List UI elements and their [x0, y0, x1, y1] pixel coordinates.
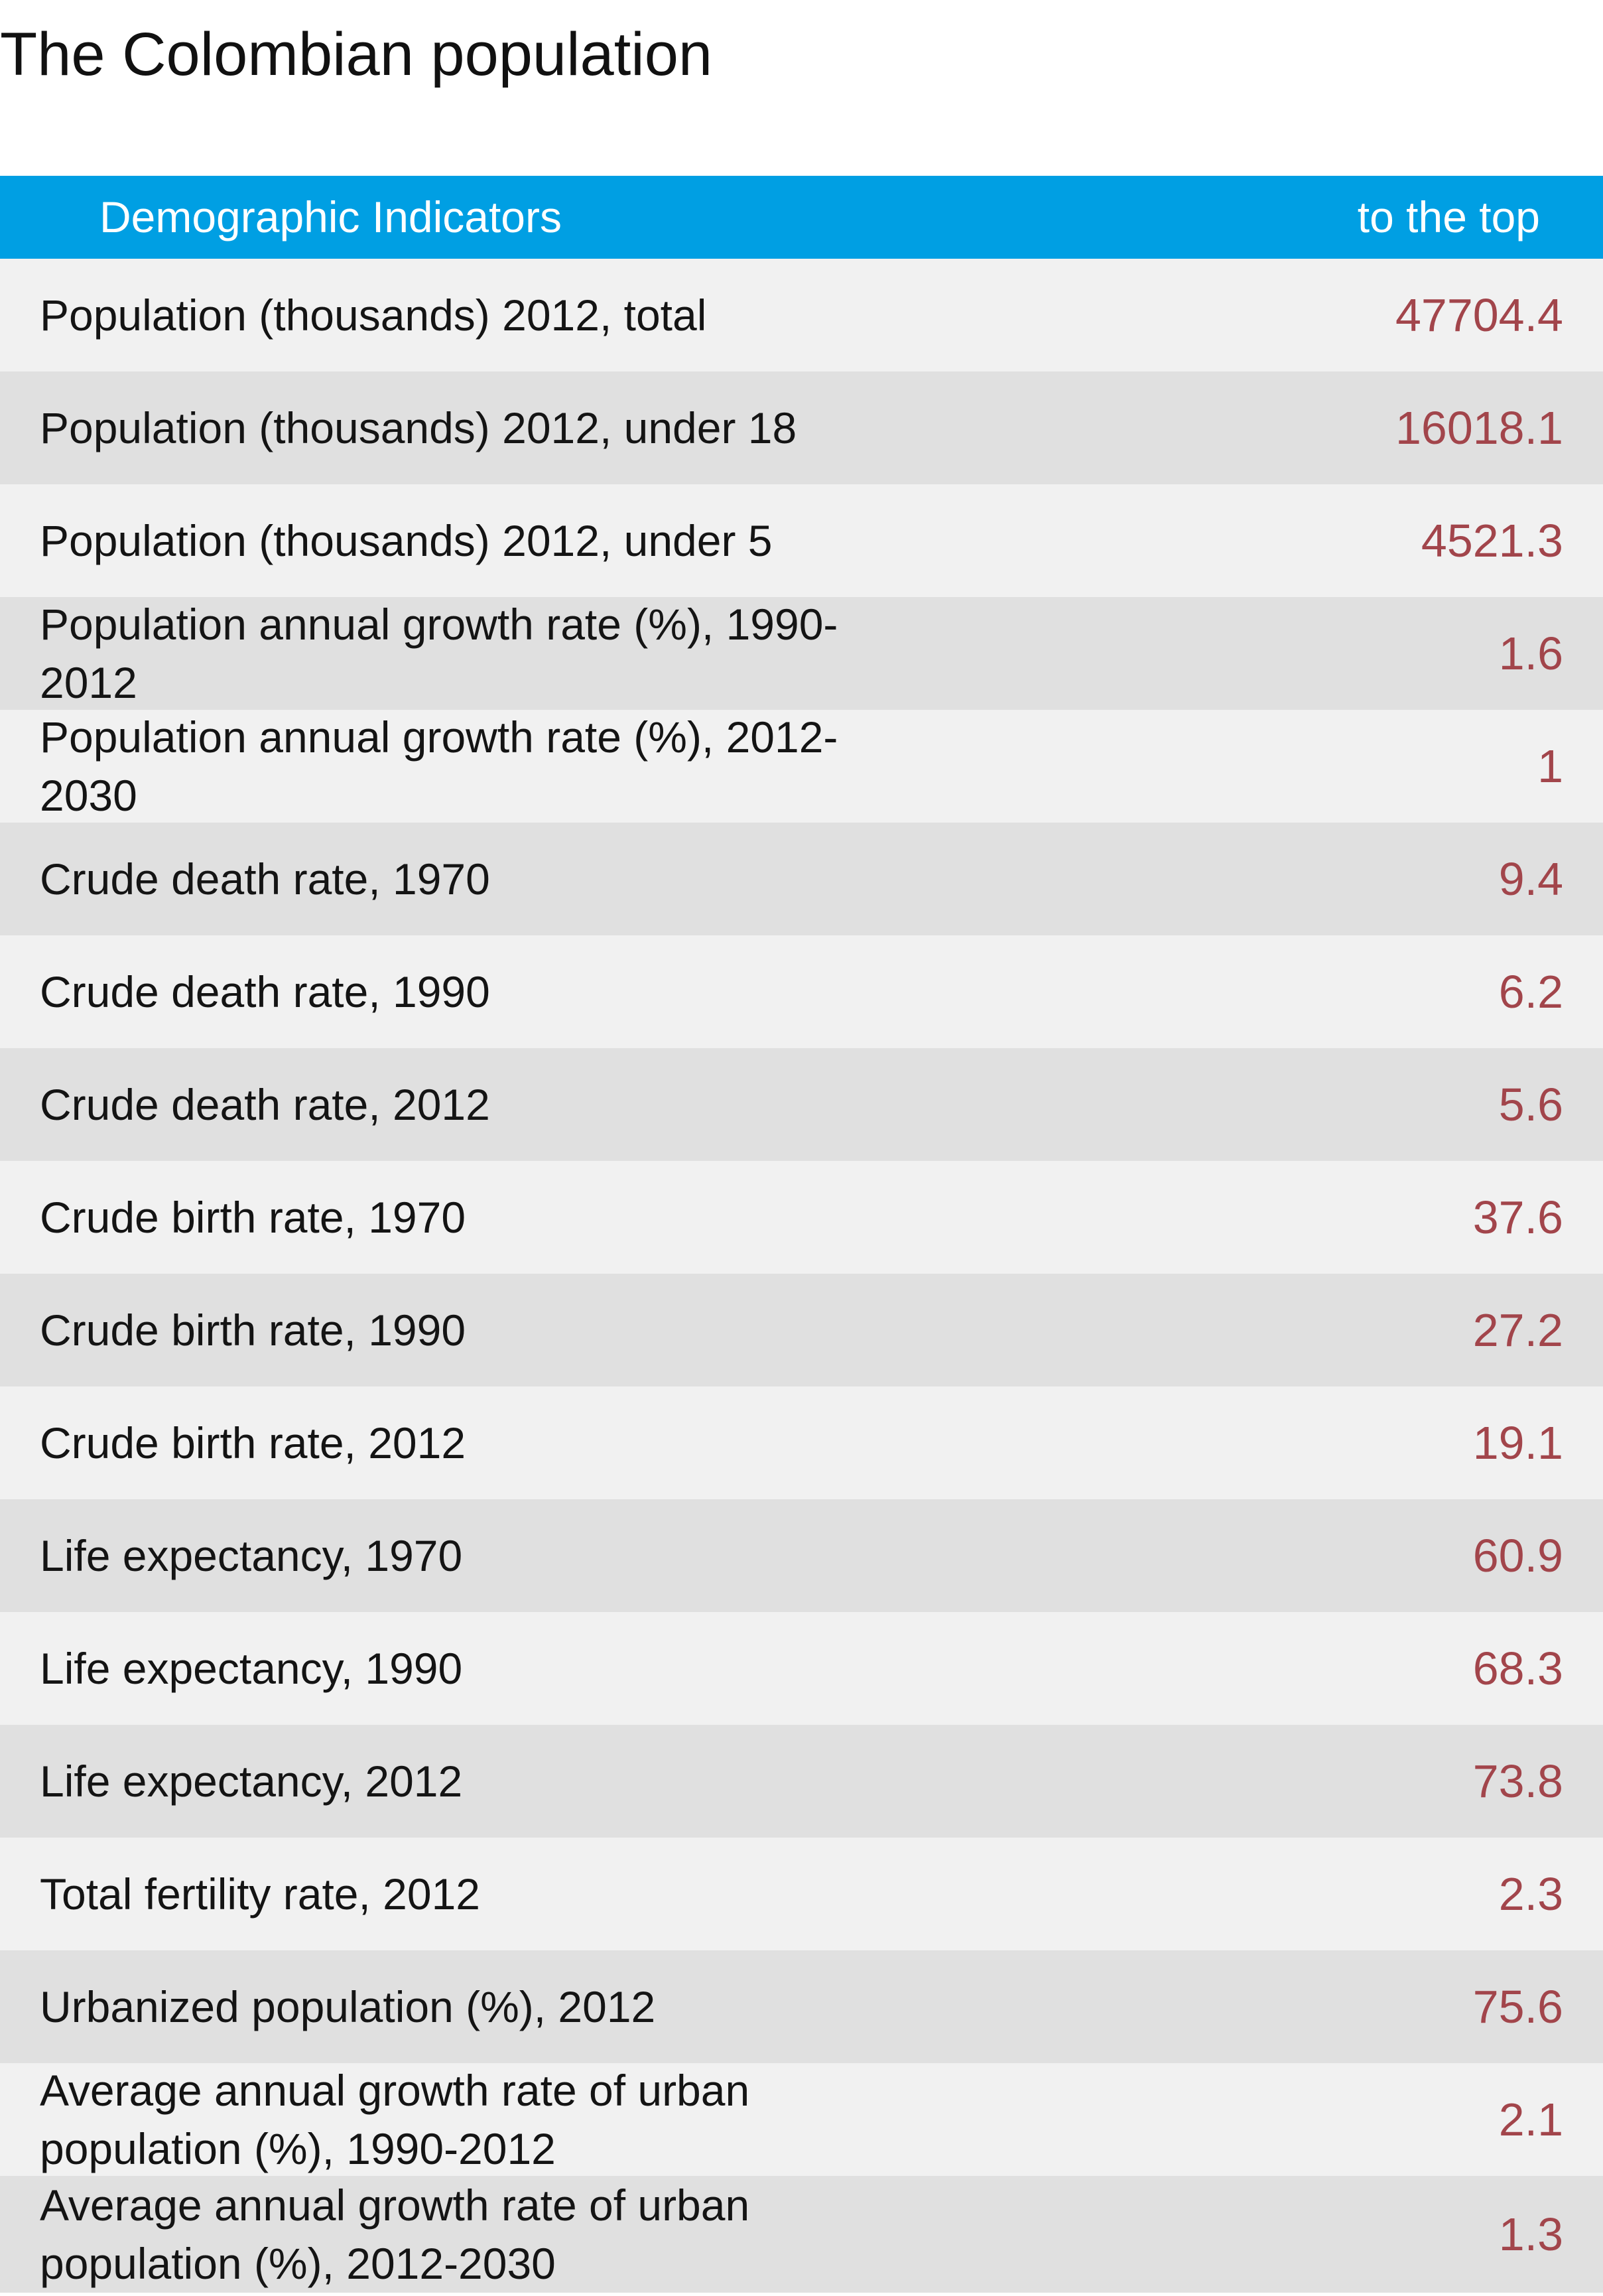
- indicator-label: Population annual growth rate (%), 1990-…: [40, 600, 838, 707]
- table-row: Crude death rate, 2012 5.6: [0, 1048, 1603, 1161]
- table-row: Average annual growth rate of urban popu…: [0, 2176, 1603, 2293]
- indicator-value: 27.2: [1472, 1304, 1563, 1356]
- table-row: Life expectancy, 1990 68.3: [0, 1612, 1603, 1725]
- indicator-label: Population (thousands) 2012, total: [40, 291, 707, 340]
- to-the-top-link[interactable]: to the top: [1357, 192, 1540, 241]
- indicator-value: 5.6: [1498, 1079, 1563, 1130]
- indicator-label: Average annual growth rate of urban popu…: [40, 2181, 750, 2288]
- indicator-value: 75.6: [1472, 1981, 1563, 2033]
- indicator-label: Crude death rate, 1970: [40, 854, 490, 904]
- indicator-value: 9.4: [1498, 853, 1563, 905]
- table-row: Crude birth rate, 1970 37.6: [0, 1161, 1603, 1274]
- indicator-label: Life expectancy, 1970: [40, 1531, 463, 1580]
- demographic-indicators-table: Demographic Indicators to the top Popula…: [0, 176, 1603, 2293]
- table-row: Crude death rate, 1970 9.4: [0, 823, 1603, 935]
- table-row: Total fertility rate, 2012 2.3: [0, 1838, 1603, 1950]
- table-row: Crude death rate, 1990 6.2: [0, 935, 1603, 1048]
- indicator-value: 19.1: [1472, 1417, 1563, 1469]
- indicator-label: Crude birth rate, 1990: [40, 1306, 466, 1355]
- indicator-label: Population (thousands) 2012, under 18: [40, 403, 797, 452]
- indicator-value: 1.6: [1498, 628, 1563, 679]
- indicator-value: 2.1: [1498, 2094, 1563, 2145]
- indicator-label: Total fertility rate, 2012: [40, 1869, 480, 1919]
- table-row: Population (thousands) 2012, under 5 4521…: [0, 484, 1603, 597]
- indicator-value: 37.6: [1472, 1191, 1563, 1243]
- table-row: Population annual growth rate (%), 1990-…: [0, 597, 1603, 710]
- indicator-label: Average annual growth rate of urban popu…: [40, 2066, 750, 2173]
- indicator-label: Crude death rate, 2012: [40, 1080, 490, 1129]
- indicator-label: Population annual growth rate (%), 2012-…: [40, 712, 838, 820]
- indicator-label: Urbanized population (%), 2012: [40, 1982, 656, 2031]
- table-row: Life expectancy, 2012 73.8: [0, 1725, 1603, 1838]
- column-header-indicators: Demographic Indicators: [99, 192, 562, 241]
- indicator-label: Crude birth rate, 2012: [40, 1418, 466, 1467]
- indicator-value: 1.3: [1498, 2208, 1563, 2260]
- table-header: Demographic Indicators to the top: [0, 176, 1603, 259]
- indicator-value: 47704.4: [1395, 289, 1563, 341]
- indicator-value: 2.3: [1498, 1868, 1563, 1920]
- page-title: The Colombian population: [0, 21, 713, 88]
- table-row: Crude birth rate, 2012 19.1: [0, 1386, 1603, 1499]
- indicator-value: 60.9: [1472, 1530, 1563, 1582]
- table-row: Population (thousands) 2012, total 47704.…: [0, 259, 1603, 371]
- table-row: Population (thousands) 2012, under 18 160…: [0, 371, 1603, 484]
- indicator-value: 6.2: [1498, 966, 1563, 1018]
- table-row: Average annual growth rate of urban popu…: [0, 2063, 1603, 2176]
- indicator-label: Crude death rate, 1990: [40, 967, 490, 1016]
- table-body: Population (thousands) 2012, total 47704.…: [0, 259, 1603, 2293]
- indicator-label: Life expectancy, 2012: [40, 1757, 463, 1806]
- table-row: Urbanized population (%), 2012 75.6: [0, 1950, 1603, 2063]
- table-row: Population annual growth rate (%), 2012-…: [0, 710, 1603, 823]
- table-row: Life expectancy, 1970 60.9: [0, 1499, 1603, 1612]
- indicator-value: 16018.1: [1395, 402, 1563, 454]
- indicator-label: Life expectancy, 1990: [40, 1644, 463, 1693]
- indicator-label: Crude birth rate, 1970: [40, 1193, 466, 1242]
- table-row: Crude birth rate, 1990 27.2: [0, 1274, 1603, 1386]
- indicator-value: 4521.3: [1421, 515, 1563, 567]
- indicator-label: Population (thousands) 2012, under 5: [40, 516, 773, 565]
- indicator-value: 68.3: [1472, 1643, 1563, 1694]
- indicator-value: 1: [1537, 740, 1563, 792]
- indicator-value: 73.8: [1472, 1755, 1563, 1807]
